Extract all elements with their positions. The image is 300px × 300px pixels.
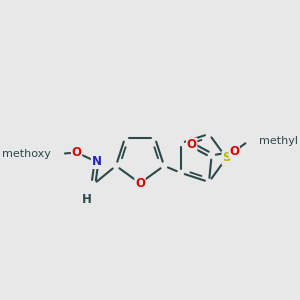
Text: H: H bbox=[82, 193, 92, 206]
Text: O: O bbox=[229, 145, 239, 158]
Text: methoxy: methoxy bbox=[2, 149, 50, 159]
Text: O: O bbox=[135, 177, 145, 190]
Text: methyl: methyl bbox=[259, 136, 298, 146]
Text: S: S bbox=[222, 152, 231, 164]
Text: O: O bbox=[187, 138, 197, 151]
Text: O: O bbox=[72, 146, 82, 159]
Text: N: N bbox=[92, 155, 101, 168]
